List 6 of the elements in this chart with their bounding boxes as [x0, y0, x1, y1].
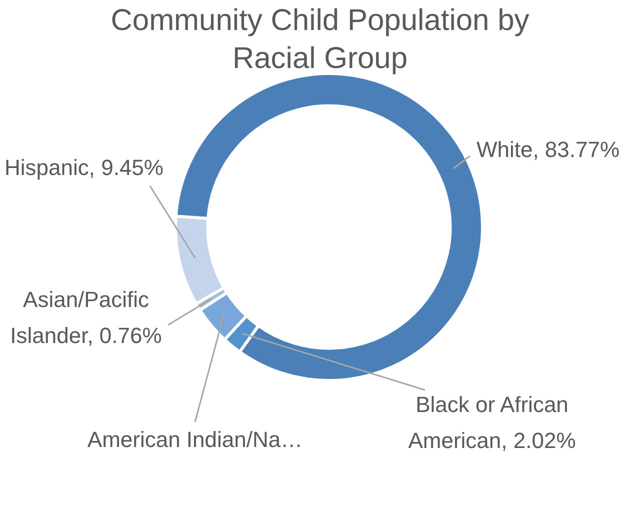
slice-label: Black or African American, 2.02%	[407, 391, 577, 455]
slice-label: Asian/Pacific Islander, 0.76%	[9, 286, 163, 350]
slice-label: White, 83.77%	[475, 136, 620, 164]
slice-label: American Indian/Na…	[86, 426, 304, 454]
slice-label: Hispanic, 9.45%	[4, 154, 164, 182]
chart-title: Community Child Population by Racial Group	[110, 3, 530, 77]
